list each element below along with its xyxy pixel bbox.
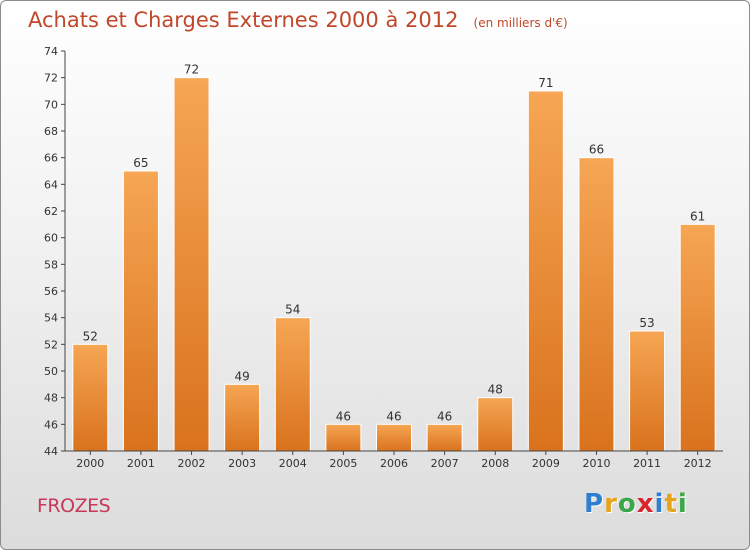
bar-value-label: 65 [133,156,148,170]
y-axis: 44 46 48 50 52 54 56 58 60 62 64 66 68 70 72 74 [44,45,66,458]
bar-2000 [72,343,109,452]
x-tick-label: 2005 [329,457,357,470]
bar-2012 [679,223,716,452]
y-tick-label: 54 [44,312,58,325]
logo-letter: x [636,489,655,519]
bar-2009 [527,90,564,452]
bar-value-label: 49 [235,369,250,383]
y-tick-label: 58 [44,258,58,271]
bar-2006 [376,423,412,452]
bar-value-label: 71 [538,76,553,90]
bar-2002 [173,77,210,452]
y-tick-label: 56 [44,285,58,298]
x-tick-label: 2000 [76,457,104,470]
y-tick-label: 62 [44,205,58,218]
logo-letter: i [654,489,665,519]
bar-2003 [224,383,261,452]
logo-letter: P [584,489,605,519]
bar-value-label: 66 [589,143,604,157]
bar-2008 [477,397,514,452]
y-tick-label: 70 [44,98,58,111]
logo-letter: i [677,489,688,519]
bar-value-label: 61 [690,209,705,223]
bars: 52 65 72 49 54 46 46 46 48 71 66 53 61 [72,63,716,452]
bar-value-label: 46 [336,409,351,423]
bar-value-label: 54 [285,303,300,317]
y-tick-label: 74 [44,45,58,58]
y-tick-label: 44 [44,445,58,458]
y-tick-label: 66 [44,152,58,165]
x-tick-label: 2004 [279,457,307,470]
x-tick-label: 2011 [633,457,661,470]
y-tick-label: 64 [44,178,58,191]
bar-value-label: 72 [184,63,199,77]
chart-title: Achats et Charges Externes 2000 à 2012 [28,8,459,32]
logo-letter: t [664,489,678,519]
y-tick-label: 68 [44,125,58,138]
bar-2005 [325,423,362,452]
x-axis: 2000 2001 2002 2003 2004 2005 2006 2007 2008 2009… [65,450,723,470]
x-tick-label: 2006 [380,457,408,470]
chart-header: Achats et Charges Externes 2000 à 2012 (… [28,8,568,32]
bar-value-label: 46 [386,409,401,423]
bar-2001 [122,170,159,452]
x-tick-label: 2008 [481,457,509,470]
y-tick-label: 72 [44,72,58,85]
x-tick-label: 2010 [582,457,610,470]
bar-value-label: 48 [488,383,503,397]
x-tick-label: 2001 [127,457,155,470]
commune-name: FROZES [37,495,111,517]
x-tick-label: 2009 [532,457,560,470]
y-tick-label: 60 [44,232,58,245]
bar-2007 [426,423,463,452]
bar-2010 [578,157,615,452]
proxiti-logo: Proxiti [584,489,688,519]
y-tick-label: 46 [44,418,58,431]
y-tick-label: 48 [44,392,58,405]
y-tick-label: 50 [44,365,58,378]
x-tick-label: 2002 [178,457,206,470]
bar-value-label: 52 [83,329,98,343]
bar-2004 [274,317,311,452]
bar-value-label: 46 [437,409,452,423]
y-tick-label: 52 [44,338,58,351]
x-tick-label: 2007 [431,457,459,470]
x-tick-label: 2012 [684,457,712,470]
logo-letter: r [604,489,618,519]
bar-value-label: 53 [639,316,654,330]
bar-2011 [629,330,666,452]
x-tick-label: 2003 [228,457,256,470]
chart-subtitle: (en milliers d'€) [473,16,568,30]
logo-letter: o [617,489,637,519]
